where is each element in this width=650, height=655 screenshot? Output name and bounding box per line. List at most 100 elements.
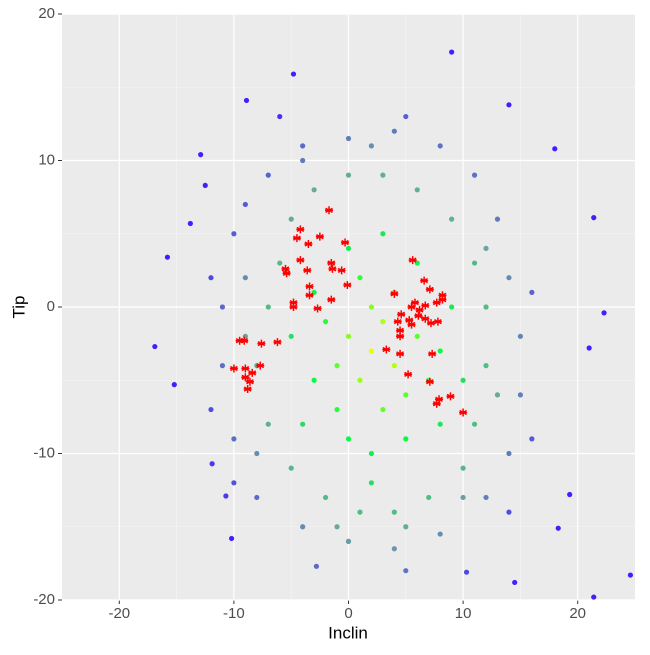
point	[506, 102, 512, 108]
point	[460, 494, 466, 501]
star-point	[289, 298, 298, 307]
point	[380, 319, 386, 325]
star-point	[427, 319, 436, 328]
point	[391, 363, 397, 369]
star-point	[305, 291, 314, 300]
point	[311, 377, 317, 383]
point	[506, 450, 512, 457]
star-point	[313, 304, 322, 313]
point	[345, 172, 352, 178]
star-point	[414, 311, 423, 320]
star-point	[289, 303, 298, 311]
point	[449, 304, 455, 310]
y-tick-label: 10	[38, 151, 55, 168]
point	[529, 289, 535, 295]
point	[334, 524, 340, 530]
point	[300, 143, 306, 149]
point	[198, 152, 204, 158]
star-point	[393, 317, 402, 326]
star-point	[407, 303, 416, 311]
point	[403, 436, 409, 442]
point	[357, 377, 363, 383]
star-point	[282, 269, 291, 278]
point	[601, 310, 607, 316]
point	[403, 524, 409, 530]
star-point	[404, 370, 413, 379]
star-point	[396, 326, 405, 335]
point	[368, 480, 375, 486]
point	[277, 260, 283, 266]
star-point	[304, 240, 313, 249]
y-tick-label: -20	[33, 591, 55, 608]
star-point	[303, 266, 312, 275]
point	[277, 113, 283, 120]
point	[322, 494, 329, 501]
star-point	[243, 385, 252, 394]
point	[368, 450, 375, 457]
star-point	[421, 314, 430, 323]
star-point	[292, 234, 301, 243]
point	[460, 465, 466, 471]
y-axis-label: Tip	[9, 296, 28, 319]
point	[627, 572, 634, 578]
x-axis-label: Inclin	[328, 623, 368, 642]
star-point	[410, 298, 419, 307]
point	[164, 254, 171, 260]
point	[231, 436, 237, 442]
star-point	[327, 259, 336, 268]
point	[219, 363, 226, 369]
point	[243, 97, 250, 104]
star-point	[296, 225, 305, 234]
point	[209, 461, 215, 467]
point	[290, 71, 297, 77]
x-tick-label: -10	[223, 605, 245, 622]
point	[223, 493, 229, 499]
point	[152, 343, 158, 350]
star-point	[397, 310, 406, 319]
point	[403, 392, 409, 398]
point	[300, 157, 306, 164]
point	[334, 363, 340, 369]
point	[437, 531, 443, 537]
star-point	[438, 291, 447, 300]
point	[311, 187, 317, 193]
point	[449, 216, 455, 222]
point	[463, 569, 470, 575]
point	[219, 304, 226, 310]
point	[345, 333, 352, 339]
point	[368, 304, 375, 310]
star-point	[428, 349, 437, 358]
star-point	[415, 305, 424, 314]
star-point	[425, 285, 434, 294]
point	[483, 245, 489, 251]
point	[229, 535, 235, 542]
point	[368, 348, 375, 354]
point	[208, 406, 214, 413]
point	[265, 304, 271, 310]
point	[345, 135, 352, 142]
point	[202, 182, 208, 189]
star-point	[421, 301, 430, 310]
point	[171, 382, 177, 388]
star-point	[281, 264, 290, 273]
y-tick-label: 20	[38, 5, 55, 22]
point	[313, 563, 320, 569]
point	[391, 509, 397, 515]
point	[414, 333, 420, 339]
star-point	[328, 264, 337, 273]
x-tick-label: 20	[569, 605, 586, 622]
point	[322, 319, 329, 325]
y-tick-label: 0	[47, 298, 55, 315]
star-point	[245, 377, 254, 386]
point	[517, 392, 524, 398]
point	[529, 436, 535, 442]
x-tick-label: -20	[108, 605, 130, 622]
point	[391, 546, 397, 552]
point	[449, 49, 455, 55]
y-tick-label: -10	[33, 444, 55, 461]
point	[483, 494, 489, 501]
point	[483, 304, 489, 310]
star-point	[435, 395, 444, 404]
star-point	[382, 345, 391, 354]
star-point	[408, 256, 417, 265]
